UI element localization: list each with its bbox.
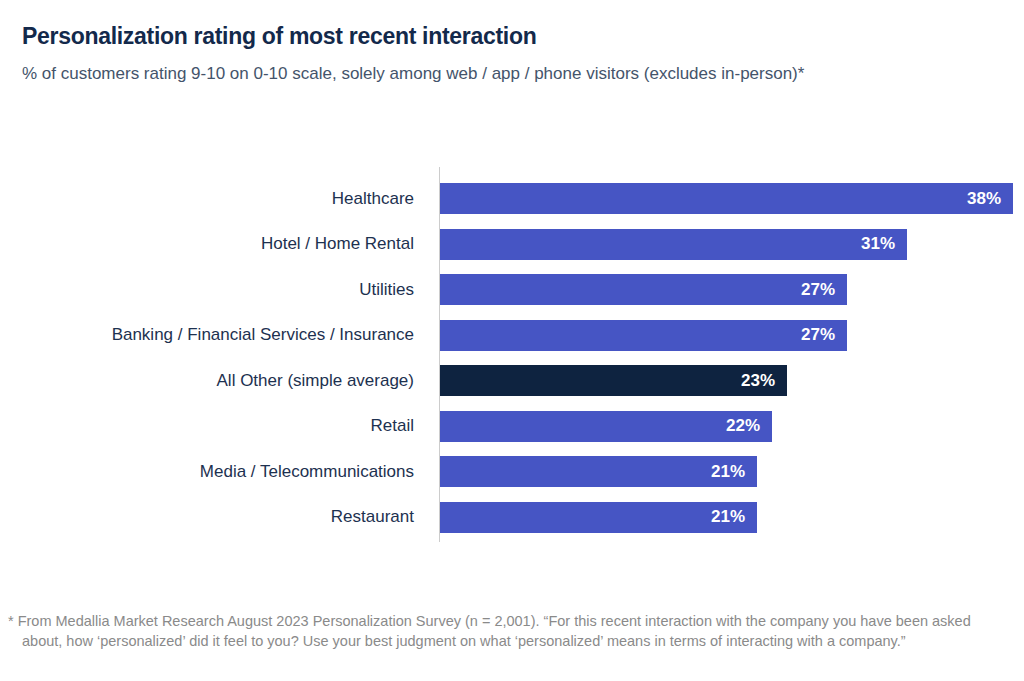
bar: 21% — [440, 456, 757, 487]
value-label: 38% — [967, 189, 1001, 209]
page: Personalization rating of most recent in… — [0, 0, 1024, 681]
category-label: Hotel / Home Rental — [0, 234, 428, 254]
bar: 27% — [440, 274, 847, 305]
bar: 23% — [440, 365, 787, 396]
bar-row: Healthcare 38% — [0, 176, 1024, 222]
bar-row: Utilities 27% — [0, 267, 1024, 313]
bar: 27% — [440, 320, 847, 351]
bar-row: All Other (simple average) 23% — [0, 358, 1024, 404]
category-label: Utilities — [0, 280, 428, 300]
category-label: Retail — [0, 416, 428, 436]
value-label: 22% — [726, 416, 760, 436]
bar-row: Media / Telecommunications 21% — [0, 449, 1024, 495]
bar-area: 31% — [440, 229, 1024, 260]
bar-area: 21% — [440, 456, 1024, 487]
bar: 31% — [440, 229, 907, 260]
value-label: 21% — [711, 462, 745, 482]
bar-area: 27% — [440, 320, 1024, 351]
value-label: 27% — [801, 325, 835, 345]
bar-area: 38% — [440, 183, 1024, 214]
bar-area: 22% — [440, 411, 1024, 442]
bar-row: Retail 22% — [0, 404, 1024, 450]
category-label: Restaurant — [0, 507, 428, 527]
footnote: * From Medallia Market Research August 2… — [8, 612, 1012, 651]
category-label: Healthcare — [0, 189, 428, 209]
bar-area: 21% — [440, 502, 1024, 533]
category-label: All Other (simple average) — [0, 371, 428, 391]
value-label: 23% — [741, 371, 775, 391]
value-label: 31% — [861, 234, 895, 254]
bar-row: Hotel / Home Rental 31% — [0, 222, 1024, 268]
bar-row: Banking / Financial Services / Insurance… — [0, 313, 1024, 359]
category-label: Banking / Financial Services / Insurance — [0, 325, 428, 345]
bar: 22% — [440, 411, 772, 442]
page-subtitle: % of customers rating 9-10 on 0-10 scale… — [22, 64, 804, 84]
value-label: 21% — [711, 507, 745, 527]
bar-rows: Healthcare 38% Hotel / Home Rental 31% U… — [0, 176, 1024, 540]
page-title: Personalization rating of most recent in… — [22, 23, 536, 50]
bar-row: Restaurant 21% — [0, 495, 1024, 541]
bar-area: 27% — [440, 274, 1024, 305]
bar: 21% — [440, 502, 757, 533]
bar-area: 23% — [440, 365, 1024, 396]
category-label: Media / Telecommunications — [0, 462, 428, 482]
bar-chart: Healthcare 38% Hotel / Home Rental 31% U… — [0, 176, 1024, 546]
bar: 38% — [440, 183, 1013, 214]
value-label: 27% — [801, 280, 835, 300]
